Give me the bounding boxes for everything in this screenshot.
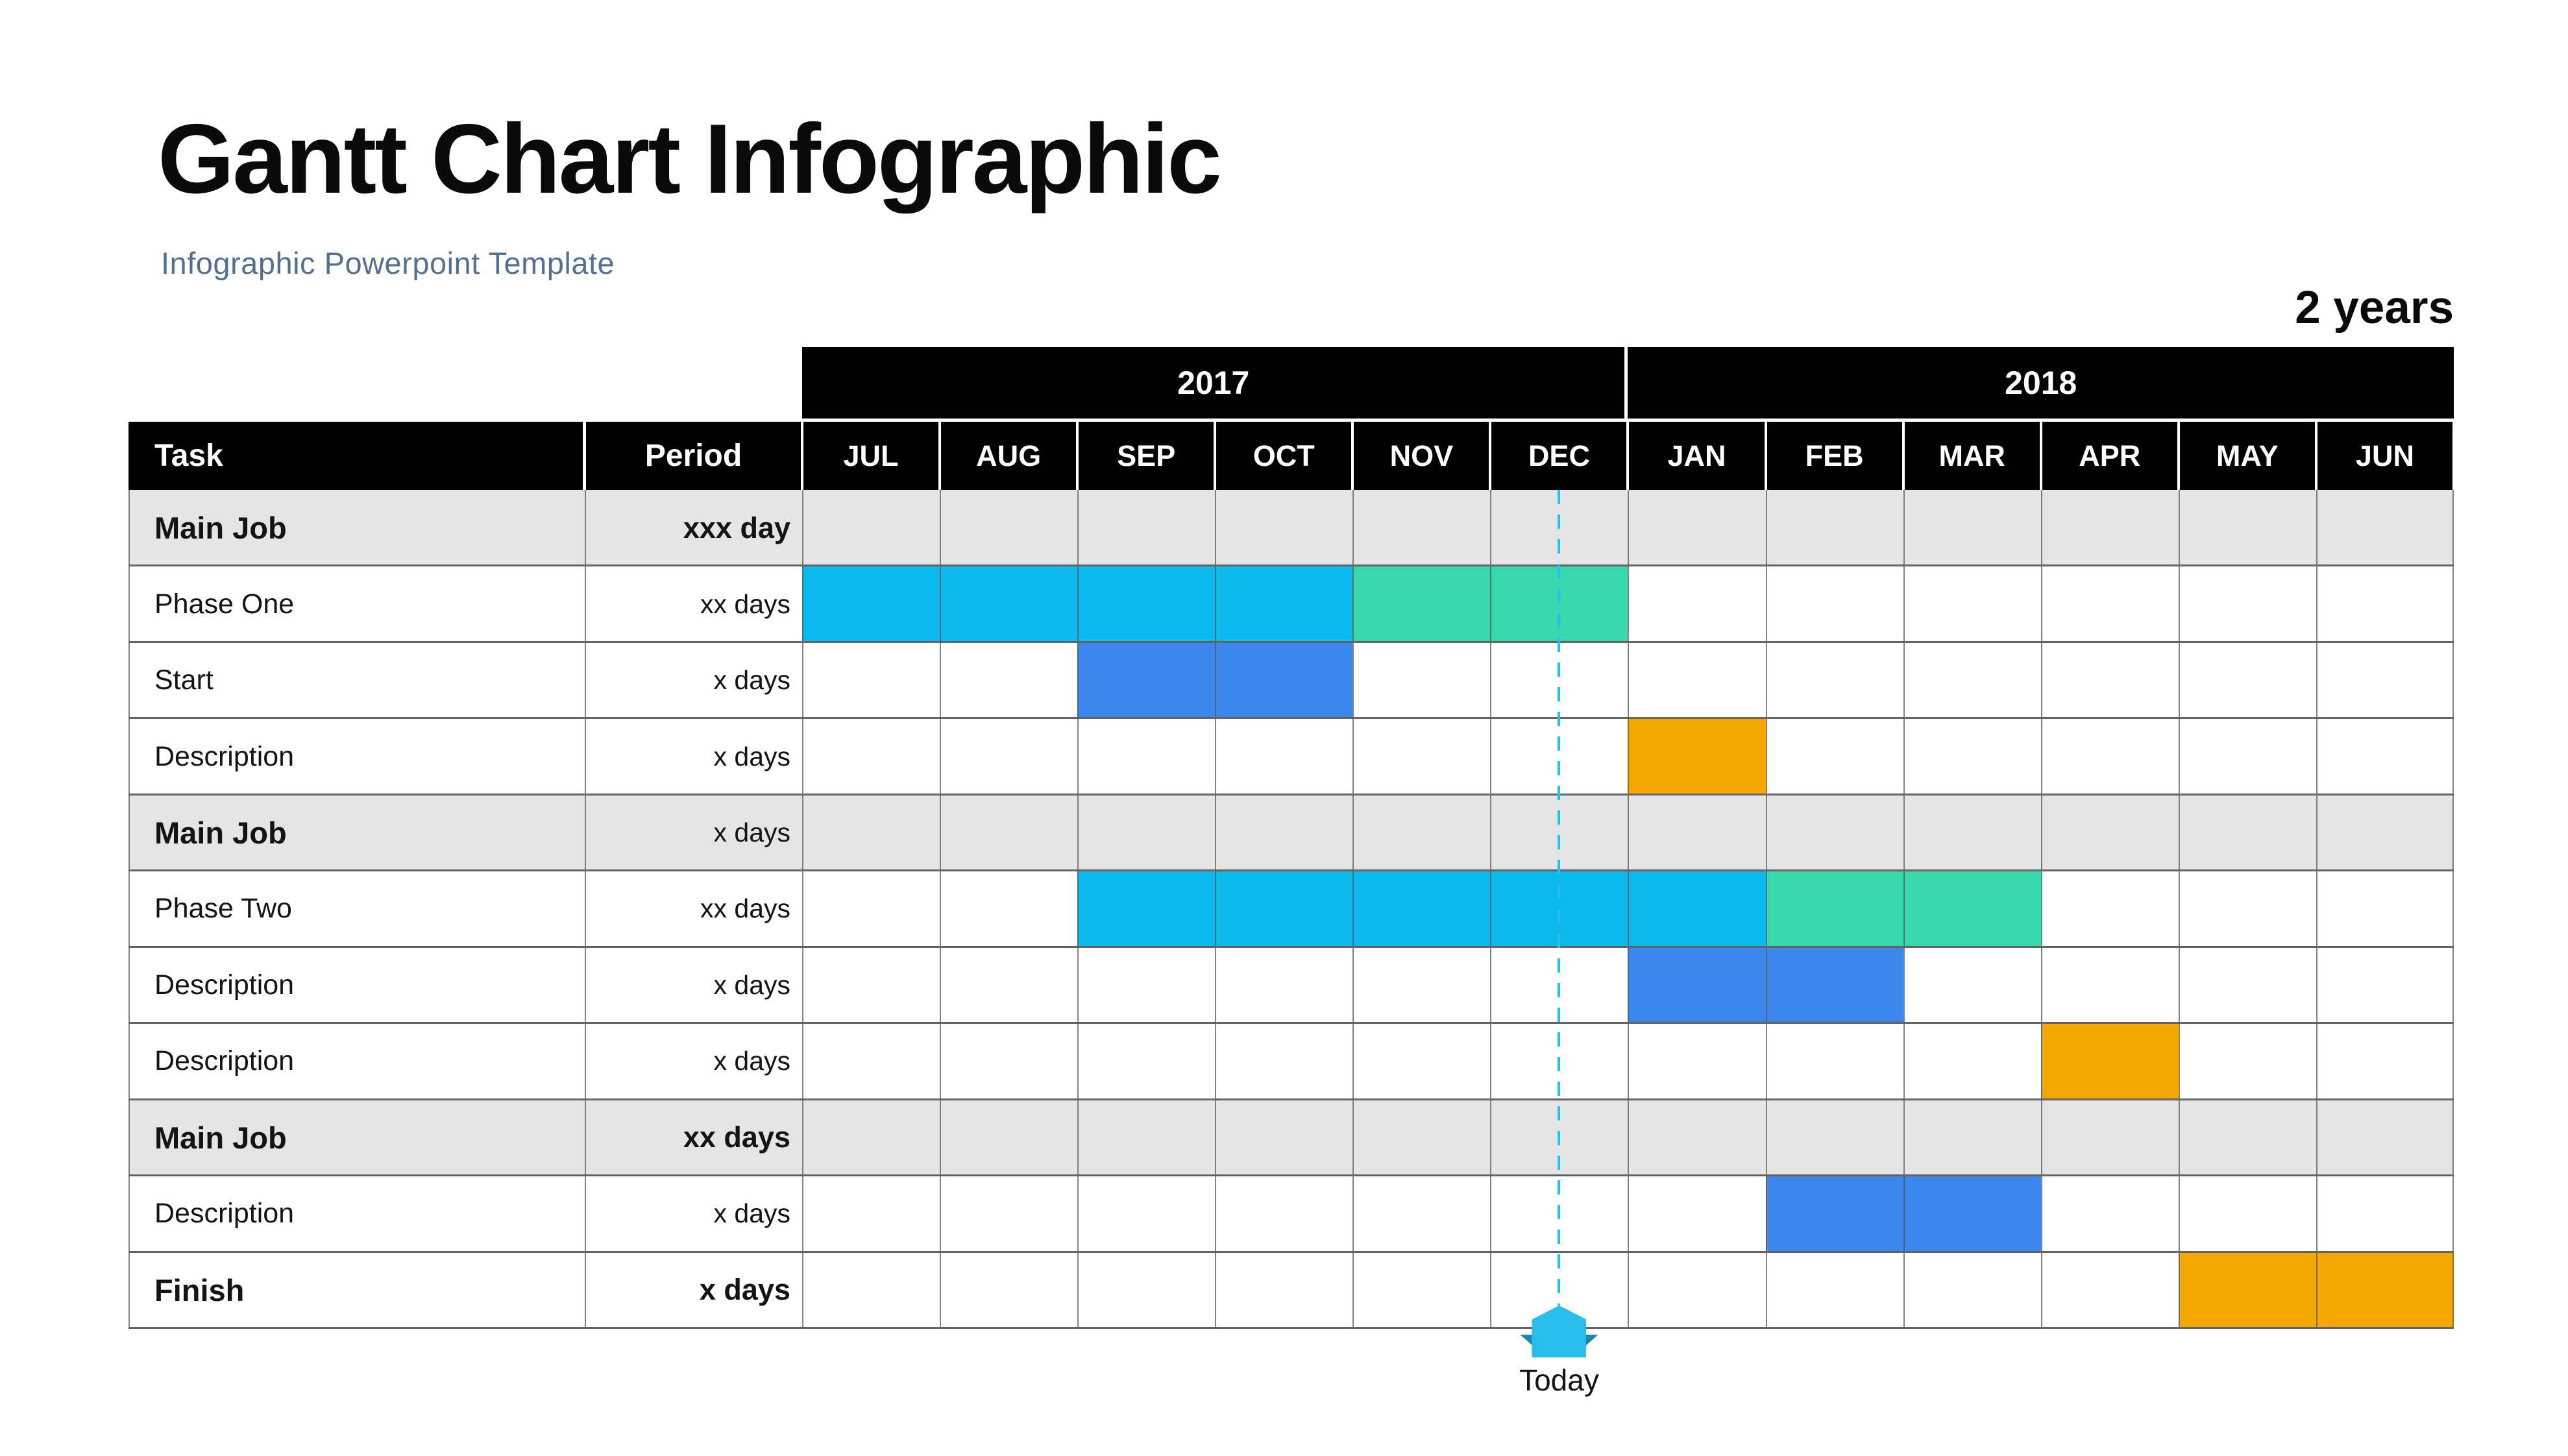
grid-line-horizontal bbox=[128, 793, 2454, 795]
grid-line-vertical bbox=[2040, 490, 2042, 1328]
period-column-header: Period bbox=[586, 422, 801, 490]
grid-line-horizontal bbox=[128, 717, 2454, 720]
grid-line-horizontal bbox=[128, 1326, 2454, 1329]
task-cell: Phase Two bbox=[154, 893, 292, 925]
task-cell: Description bbox=[154, 1198, 295, 1230]
grid-line-horizontal bbox=[128, 1250, 2454, 1253]
grid-line-vertical bbox=[802, 490, 803, 1328]
row-shading bbox=[128, 1099, 2454, 1176]
grid-line-horizontal bbox=[128, 869, 2454, 872]
grid-line-horizontal bbox=[128, 640, 2454, 643]
grid-line-vertical bbox=[1628, 490, 1630, 1328]
gantt-bar-cyan bbox=[1077, 871, 1766, 947]
task-cell: Description bbox=[154, 969, 295, 1001]
grid-line-vertical bbox=[2178, 490, 2180, 1328]
grid-line-vertical bbox=[128, 490, 130, 1328]
period-cell: x days bbox=[713, 1198, 791, 1229]
grid-line-vertical bbox=[585, 490, 586, 1328]
gantt-table: 2017 2018 Task Period JUL AUG SEP OCT NOV DEC JAN F… bbox=[128, 347, 2454, 1397]
grid-line-vertical bbox=[2452, 490, 2454, 1328]
duration-label: 2 years bbox=[2295, 282, 2454, 334]
gantt-bar-orange bbox=[1628, 718, 1766, 795]
month-header: SEP bbox=[1079, 422, 1214, 490]
month-header: DEC bbox=[1491, 422, 1627, 490]
grid-line-vertical bbox=[1077, 490, 1079, 1328]
grid-line-horizontal bbox=[128, 945, 2454, 948]
row-shading bbox=[128, 794, 2454, 871]
task-cell: Main Job bbox=[154, 816, 287, 851]
period-cell: x days bbox=[713, 741, 791, 771]
grid-line-vertical bbox=[2316, 490, 2317, 1328]
today-line bbox=[1558, 490, 1561, 1305]
month-header: FEB bbox=[1767, 422, 1902, 490]
today-label: Today bbox=[1519, 1363, 1599, 1397]
month-header: APR bbox=[2042, 422, 2177, 490]
period-cell: xx days bbox=[683, 1121, 790, 1154]
gantt-bar-blue bbox=[1628, 947, 1903, 1024]
period-cell: x days bbox=[713, 665, 791, 696]
task-cell: Description bbox=[154, 1045, 295, 1077]
task-cell: Main Job bbox=[154, 511, 287, 546]
period-cell: x days bbox=[713, 969, 791, 1000]
task-cell: Start bbox=[154, 664, 214, 696]
grid-line-horizontal bbox=[128, 1174, 2454, 1177]
month-header: AUG bbox=[941, 422, 1077, 490]
month-header: MAY bbox=[2179, 422, 2315, 490]
month-header: NOV bbox=[1354, 422, 1489, 490]
month-header: OCT bbox=[1216, 422, 1352, 490]
page-title: Gantt Chart Infographic bbox=[158, 104, 1222, 214]
grid-line-vertical bbox=[1352, 490, 1354, 1328]
year-header: 2017 bbox=[802, 347, 1625, 419]
task-cell: Finish bbox=[154, 1272, 245, 1307]
month-header: JAN bbox=[1629, 422, 1765, 490]
row-shading bbox=[128, 490, 2454, 566]
page-subtitle: Infographic Powerpoint Template bbox=[161, 246, 615, 280]
period-cell: x days bbox=[713, 1046, 791, 1076]
grid-line-vertical bbox=[1765, 490, 1767, 1328]
grid-line-vertical bbox=[1903, 490, 1905, 1328]
task-cell: Description bbox=[154, 740, 295, 772]
month-header: JUL bbox=[803, 422, 939, 490]
gantt-bar-orange bbox=[2040, 1023, 2179, 1100]
period-cell: xxx day bbox=[683, 511, 790, 544]
period-cell: x days bbox=[699, 1273, 790, 1307]
month-header: MAR bbox=[1904, 422, 2040, 490]
period-cell: xx days bbox=[700, 588, 790, 619]
grid-line-horizontal bbox=[128, 564, 2454, 567]
grid-line-horizontal bbox=[128, 1098, 2454, 1100]
task-cell: Main Job bbox=[154, 1120, 287, 1155]
grid-line-vertical bbox=[1215, 490, 1217, 1328]
today-marker-icon bbox=[1532, 1305, 1587, 1357]
month-header: JUN bbox=[2317, 422, 2452, 490]
grid-line-vertical bbox=[940, 490, 942, 1328]
grid-line-vertical bbox=[1490, 490, 1492, 1328]
period-cell: xx days bbox=[700, 893, 790, 924]
grid-line-horizontal bbox=[128, 1022, 2454, 1025]
year-header: 2018 bbox=[1628, 347, 2454, 419]
period-cell: x days bbox=[713, 818, 791, 848]
task-column-header: Task bbox=[128, 422, 583, 490]
task-cell: Phase One bbox=[154, 588, 295, 620]
